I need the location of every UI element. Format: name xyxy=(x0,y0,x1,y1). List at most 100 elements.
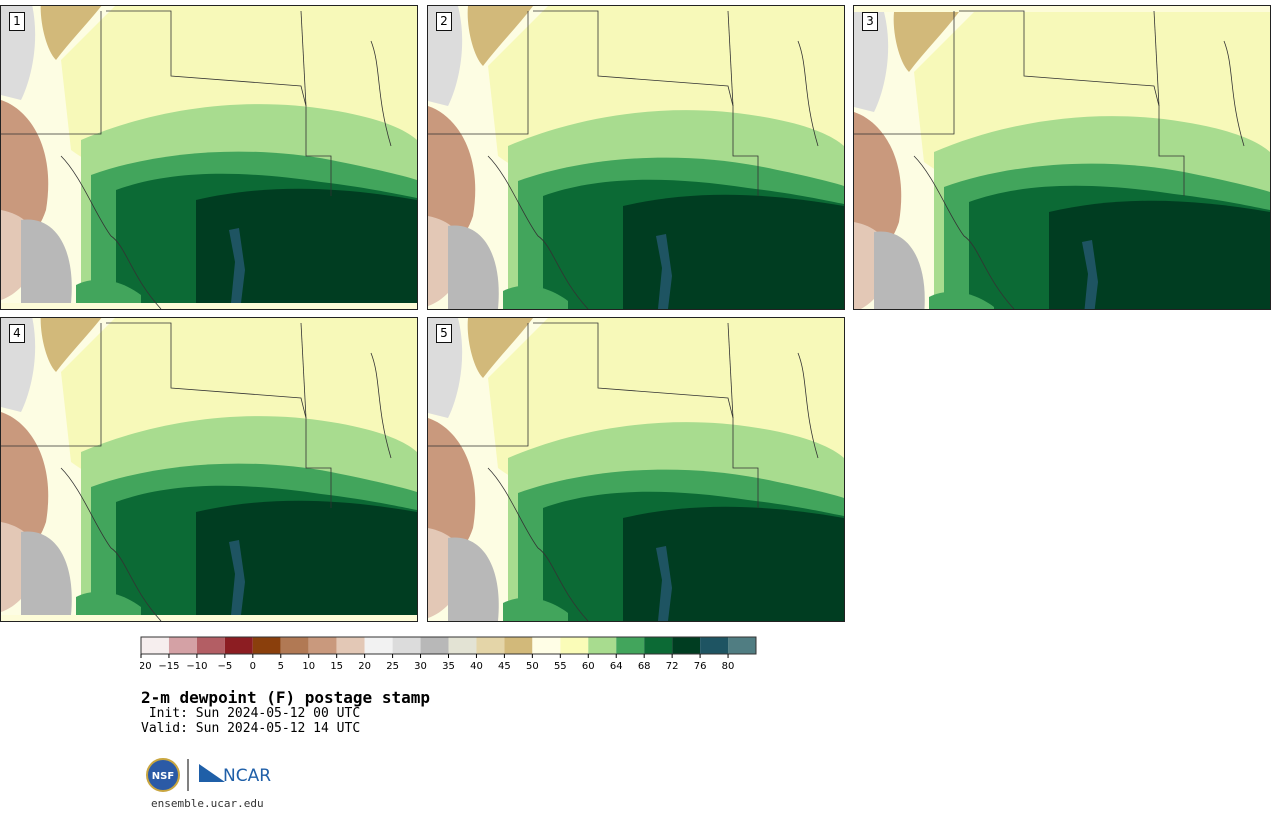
dewpoint-region xyxy=(428,106,476,253)
dewpoint-region xyxy=(21,531,72,615)
nsf-seal-icon xyxy=(146,758,180,792)
dewpoint-map xyxy=(1,6,417,309)
colorbar-swatch xyxy=(448,637,477,654)
state-border xyxy=(913,155,1015,309)
map-panel: 4 xyxy=(0,317,418,622)
state-border xyxy=(533,322,759,508)
svg-text:NCAR: NCAR xyxy=(223,766,271,786)
colorbar-tick-label: 55 xyxy=(554,661,567,672)
svg-text:NSF: NSF xyxy=(152,771,174,782)
dewpoint-region xyxy=(76,591,141,615)
state-border xyxy=(428,323,529,447)
colorbar-tick-label: 10 xyxy=(302,661,315,672)
colorbar-swatch xyxy=(168,637,197,654)
dewpoint-region xyxy=(1082,240,1098,309)
colorbar-swatch xyxy=(476,637,505,654)
colorbar-swatch xyxy=(504,637,533,654)
state-border xyxy=(727,10,734,107)
colorbar-tick-label: 35 xyxy=(442,661,455,672)
colorbar-tick-label: 30 xyxy=(414,661,427,672)
colorbar-tick-label: 68 xyxy=(638,661,651,672)
dewpoint-region xyxy=(656,546,672,621)
colorbar-swatch xyxy=(560,637,589,654)
colorbar-swatch xyxy=(252,637,281,654)
nsf-ncar-logo: NSF NCAR xyxy=(146,758,271,792)
colorbar-tick-label: 40 xyxy=(470,661,483,672)
map-panel: 2 xyxy=(427,5,845,310)
website-link[interactable]: ensemble.ucar.edu xyxy=(151,797,264,810)
member-number-label: 3 xyxy=(862,12,878,31)
member-number-label: 4 xyxy=(9,324,25,343)
colorbar-swatch xyxy=(224,637,253,654)
dewpoint-region xyxy=(40,318,102,372)
ncar-swoosh-icon xyxy=(199,764,225,782)
colorbar-tick-label: −10 xyxy=(186,661,207,672)
colorbar-swatch xyxy=(700,637,729,654)
dewpoint-region xyxy=(874,231,925,309)
colorbar-tick-label: −20 xyxy=(140,661,152,672)
dewpoint-map xyxy=(428,318,844,621)
state-border xyxy=(487,155,589,309)
colorbar-tick-label: 60 xyxy=(582,661,595,672)
colorbar-swatch xyxy=(141,637,169,654)
dewpoint-region xyxy=(229,228,245,303)
dewpoint-region xyxy=(1049,200,1270,309)
state-border xyxy=(60,467,162,621)
dewpoint-region xyxy=(229,540,245,615)
colorbar-swatch xyxy=(392,637,421,654)
colorbar-tick-label: 5 xyxy=(278,661,284,672)
state-border xyxy=(370,352,392,459)
dewpoint-region xyxy=(929,291,994,309)
state-border xyxy=(959,10,1185,196)
dewpoint-region xyxy=(196,188,417,303)
dewpoint-region xyxy=(503,597,568,621)
colorbar-tick-label: 76 xyxy=(694,661,707,672)
dewpoint-region xyxy=(467,318,533,378)
map-panel: 1 xyxy=(0,5,418,310)
dewpoint-map xyxy=(854,10,1270,309)
state-border xyxy=(1,11,102,135)
dewpoint-region xyxy=(656,234,672,309)
colorbar-swatch xyxy=(588,637,617,654)
dewpoint-region xyxy=(21,219,72,303)
dewpoint-region xyxy=(854,12,889,112)
state-border xyxy=(106,10,332,196)
colorbar-swatch xyxy=(420,637,449,654)
state-border xyxy=(797,40,819,147)
colorbar-swatch xyxy=(280,637,309,654)
dewpoint-region xyxy=(428,6,463,106)
state-border xyxy=(727,322,734,419)
colorbar: −20 −15 −10 −5 0 5 10 15 20 25 30 35 40 45 50 55 60 64 68 7… xyxy=(140,636,757,672)
colorbar-swatch xyxy=(728,637,756,654)
dewpoint-region xyxy=(428,418,476,565)
dewpoint-region xyxy=(196,500,417,615)
state-border xyxy=(487,467,589,621)
state-border xyxy=(1153,10,1160,107)
colorbar-swatch xyxy=(364,637,393,654)
dewpoint-region xyxy=(893,12,959,72)
map-panel: 5 xyxy=(427,317,845,622)
dewpoint-region xyxy=(1,100,49,247)
valid-time: Valid: Sun 2024-05-12 14 UTC xyxy=(141,721,361,736)
dewpoint-map xyxy=(1,318,417,621)
colorbar-tick-label: 20 xyxy=(358,661,371,672)
member-number-label: 2 xyxy=(436,12,452,31)
dewpoint-region xyxy=(428,318,463,418)
colorbar-swatch xyxy=(672,637,701,654)
colorbar-swatch xyxy=(336,637,365,654)
colorbar-tick-label: −15 xyxy=(158,661,179,672)
colorbar-swatch xyxy=(308,637,337,654)
colorbar-swatch xyxy=(196,637,225,654)
state-border xyxy=(533,10,759,196)
colorbar-swatch xyxy=(532,637,561,654)
dewpoint-region xyxy=(76,279,141,303)
map-panel: 3 xyxy=(853,5,1271,310)
colorbar-tick-label: 0 xyxy=(250,661,256,672)
colorbar-tick-label: 72 xyxy=(666,661,679,672)
state-border xyxy=(854,11,955,135)
dewpoint-map xyxy=(428,6,844,309)
figure-title: 2-m dewpoint (F) postage stamp xyxy=(141,688,430,707)
colorbar-swatch xyxy=(644,637,673,654)
dewpoint-region xyxy=(448,537,499,621)
state-border xyxy=(300,10,307,107)
